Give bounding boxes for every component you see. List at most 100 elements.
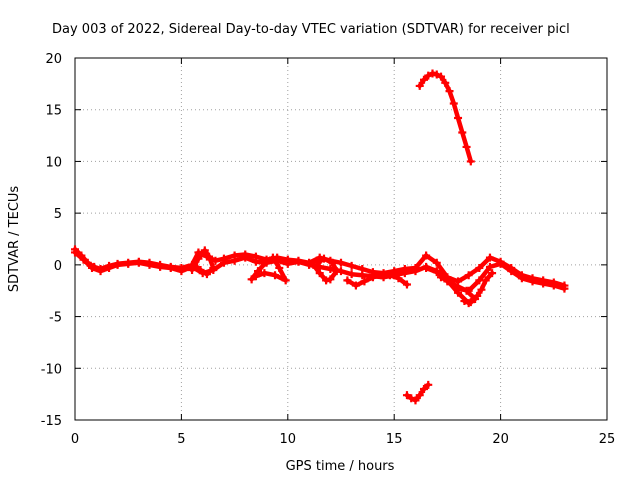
data-point (124, 259, 133, 268)
data-point (407, 394, 416, 403)
data-point (394, 274, 403, 283)
data-point (528, 277, 537, 286)
data-point (275, 263, 284, 272)
data-point (156, 262, 165, 271)
data-point (424, 71, 433, 80)
data-point (71, 248, 79, 257)
data-point (332, 267, 341, 276)
data-point (445, 87, 454, 96)
data-point (454, 113, 463, 122)
data-point (424, 380, 433, 389)
data-point (209, 263, 218, 272)
x-axis-ticks: 0 5 10 15 20 25 (71, 58, 615, 447)
data-point (415, 391, 424, 400)
data-point (194, 254, 203, 263)
data-point (462, 142, 471, 151)
data-point (79, 255, 88, 264)
y-tick-label: 15 (45, 104, 62, 119)
data-point (517, 274, 526, 283)
data-point (337, 258, 345, 267)
data-point (315, 269, 324, 278)
grid-lines (75, 58, 607, 420)
data-point (200, 246, 209, 255)
data-point (271, 271, 280, 280)
x-axis-label: GPS time / hours (286, 459, 395, 474)
data-point (488, 269, 497, 278)
data-point (113, 260, 122, 269)
data-point (326, 264, 335, 273)
y-tick-label: 20 (45, 52, 62, 67)
y-tick-label: -10 (41, 362, 62, 377)
data-point (105, 263, 114, 272)
x-tick-label: 5 (177, 432, 185, 447)
y-tick-label: 10 (45, 155, 62, 170)
y-axis-ticks: 20 15 10 5 0 -5 -10 -15 (41, 52, 607, 429)
data-point (347, 270, 356, 279)
data-point (462, 286, 471, 295)
data-point (477, 285, 486, 294)
series-upper-arc (415, 69, 475, 166)
data-point (177, 267, 186, 276)
data-point (343, 276, 352, 285)
data-point (415, 81, 424, 90)
data-point (449, 99, 458, 108)
data-point (422, 263, 431, 272)
data-point (411, 396, 420, 405)
data-point (190, 260, 199, 269)
data-point (437, 273, 446, 282)
data-point (202, 270, 211, 279)
x-tick-label: 20 (492, 432, 509, 447)
data-point (466, 298, 475, 307)
data-point (219, 258, 228, 267)
data-point (402, 391, 411, 400)
series-loop-12h (309, 254, 341, 285)
plot-frame (74, 57, 608, 421)
data-point (539, 279, 548, 288)
data-point (96, 267, 105, 276)
data-point (422, 251, 431, 260)
data-point (560, 284, 569, 293)
x-tick-label: 0 (71, 432, 79, 447)
y-tick-label: -5 (49, 311, 62, 326)
data-point (294, 257, 303, 266)
series-loop-13h (343, 271, 411, 290)
data-point (283, 259, 292, 268)
data-point (464, 271, 473, 280)
data-point (205, 252, 214, 261)
series-lower-segment (402, 380, 433, 405)
x-tick-label: 15 (386, 432, 403, 447)
data-point (281, 276, 290, 285)
data-point (241, 253, 250, 262)
data-point (385, 271, 394, 280)
data-point (88, 263, 97, 272)
data-point (432, 70, 441, 79)
y-tick-label: 0 (54, 259, 62, 274)
y-axis-label: SDTVAR / TECUs (7, 186, 22, 293)
data-point (145, 260, 154, 269)
data-point (485, 262, 494, 271)
data-point (473, 291, 482, 300)
data-point (458, 128, 467, 137)
data-point (549, 281, 558, 290)
series-dip-19h (460, 269, 497, 307)
data-point (419, 75, 428, 84)
data-point (196, 266, 205, 275)
chart-title: Day 003 of 2022, Sidereal Day-to-day VTE… (52, 22, 570, 37)
data-point (496, 259, 505, 268)
data-point (454, 288, 463, 297)
data-point (507, 267, 516, 276)
data-point (377, 271, 386, 280)
data-point (402, 280, 411, 289)
data-point (166, 263, 175, 272)
data-point (319, 254, 328, 263)
data-point (475, 263, 484, 272)
y-tick-label: -15 (41, 414, 62, 429)
data-point (247, 275, 256, 284)
x-tick-label: 10 (280, 432, 297, 447)
data-point (437, 72, 446, 81)
data-point (485, 253, 494, 262)
data-point (368, 273, 377, 282)
data-point (432, 258, 441, 267)
data-point (313, 258, 322, 267)
